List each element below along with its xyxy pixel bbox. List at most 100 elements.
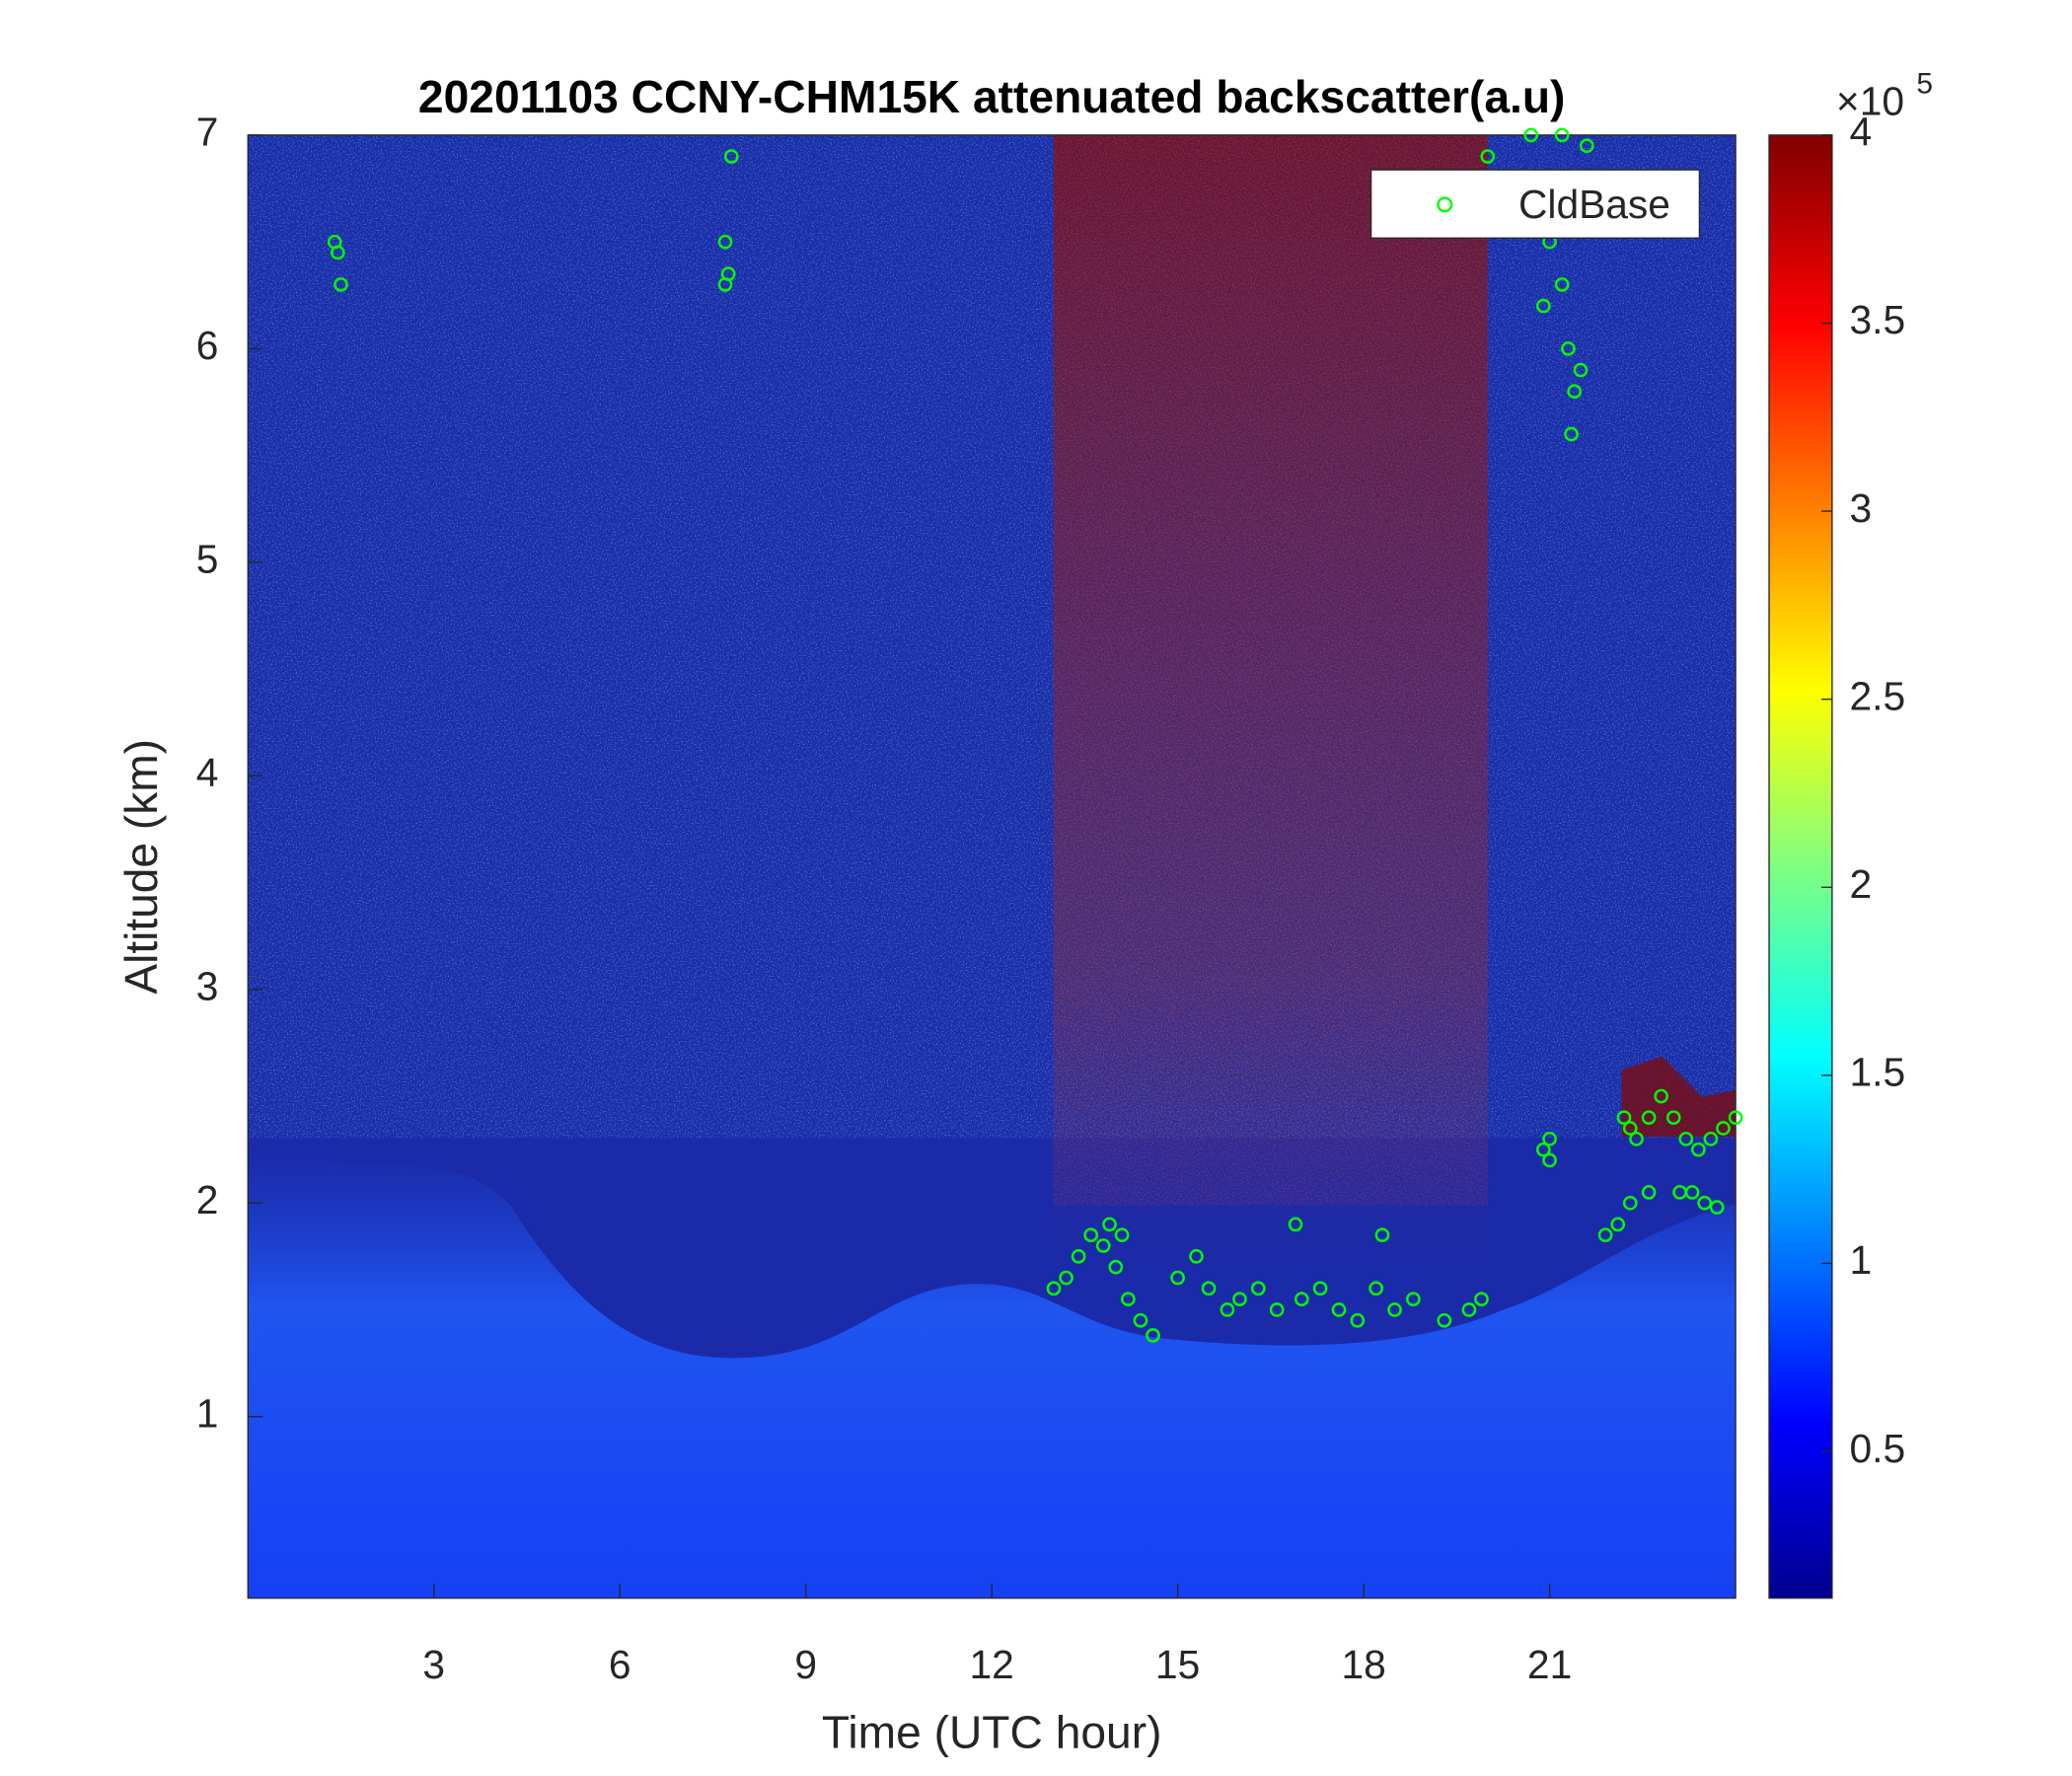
cloud-base-point	[1535, 1142, 1551, 1157]
x-axis-label: Time (UTC hour)	[822, 1707, 1162, 1758]
cloud-base-point	[1542, 1131, 1557, 1147]
cloud-base-point	[1331, 1302, 1347, 1317]
cloud-base-point	[1133, 1312, 1148, 1328]
cloud-base-point	[1387, 1302, 1402, 1317]
y-tick-label: 2	[196, 1177, 219, 1222]
cloud-base-point	[333, 277, 348, 292]
cloud-base-point	[1312, 1281, 1328, 1296]
cloud-base-point	[1059, 1270, 1073, 1286]
cloud-base-point	[1294, 1292, 1309, 1306]
x-tick-label: 3	[422, 1642, 445, 1687]
cloud-base-point	[717, 277, 733, 292]
legend-marker	[1437, 196, 1453, 213]
cloud-base-point	[1474, 1292, 1489, 1306]
legend-label: CldBase	[1518, 182, 1670, 227]
cloud-base-point	[1121, 1292, 1136, 1306]
x-tick-label: 12	[970, 1642, 1014, 1687]
cloud-base-point	[1374, 1227, 1390, 1243]
colorbar-tick-label: 3	[1850, 485, 1873, 531]
colorbar-tick-label: 0.5	[1850, 1426, 1906, 1471]
cloud-base-point	[1622, 1195, 1638, 1211]
cloud-base-point	[1622, 1121, 1638, 1136]
cloud-base-point	[1170, 1270, 1185, 1286]
cloud-base-point	[1678, 1131, 1694, 1147]
cloud-base-point	[1250, 1281, 1266, 1296]
cloud-base-point	[1554, 127, 1570, 143]
cloud-base-point	[1610, 1217, 1626, 1232]
x-tick-label: 15	[1155, 1642, 1200, 1687]
cloud-base-point	[1716, 1121, 1731, 1136]
cloud-base-point	[1480, 149, 1496, 164]
cloud-base-point	[717, 234, 733, 250]
colorbar-tick-label: 1.5	[1850, 1050, 1906, 1095]
cloud-base-point	[1269, 1302, 1285, 1317]
colorbar	[1768, 134, 1833, 1599]
cloud-base-point	[1728, 1110, 1743, 1125]
colorbar-multiplier: ×10	[1836, 79, 1904, 124]
colorbar-tick-label: 1	[1850, 1237, 1873, 1283]
y-tick-label: 4	[196, 750, 219, 795]
cloud-base-point	[1641, 1110, 1657, 1125]
cloud-base-point	[1579, 138, 1594, 154]
cloud-base-point	[1703, 1131, 1719, 1147]
colorbar-tick-label: 2.5	[1850, 673, 1906, 718]
cloud-base-point	[1561, 341, 1576, 356]
cloud-base-point	[1369, 1281, 1384, 1296]
cloud-base-point	[723, 149, 739, 164]
cloud-base-point	[1108, 1259, 1124, 1275]
cloud-base-point	[1437, 1312, 1452, 1328]
cloud-base-point	[1102, 1217, 1117, 1232]
cloud-base-point	[1564, 426, 1579, 442]
cloud-base-point	[1232, 1292, 1247, 1306]
cloud-base-point	[1046, 1281, 1062, 1296]
cloud-base-point	[1189, 1249, 1204, 1264]
chart-title: 20201103 CCNY-CHM15K attenuated backscat…	[418, 71, 1566, 122]
cloud-base-point	[1461, 1302, 1477, 1317]
y-tick-label: 6	[196, 323, 219, 368]
cloud-base-point	[1523, 127, 1539, 143]
cloud-base-point	[1071, 1249, 1086, 1264]
y-tick-label: 1	[196, 1391, 219, 1437]
cloud-base-point	[331, 245, 345, 260]
y-tick-label: 3	[196, 964, 219, 1009]
cloud-base-point	[1573, 362, 1589, 378]
cloud-base-point	[1567, 384, 1583, 399]
cloud-base-point	[1597, 1227, 1613, 1243]
cloud-base-point	[1554, 277, 1570, 292]
cloud-base-point	[1629, 1131, 1644, 1147]
cloud-base-point	[1535, 298, 1551, 314]
cloud-base-point	[1684, 1185, 1700, 1200]
cloud-base-point	[1697, 1195, 1712, 1211]
cloud-base-point	[1691, 1142, 1706, 1157]
cloud-base-point	[1201, 1281, 1217, 1296]
backscatter-field	[248, 134, 1737, 1598]
colorbar-tick-label: 4	[1850, 110, 1873, 155]
cloud-base-point	[1095, 1238, 1111, 1253]
cloud-base-point	[1220, 1302, 1235, 1317]
legend-box	[1369, 169, 1701, 239]
cloud-base-point	[1616, 1110, 1632, 1125]
cloud-base-point	[1665, 1110, 1681, 1125]
cloud-base-point	[1083, 1227, 1099, 1243]
cloud-base-point	[1542, 1152, 1557, 1168]
colorbar-axis: 0.5 1 1.5 2 2.5 3 3.5 4	[1820, 110, 1906, 1471]
cloud-base-point	[1146, 1328, 1160, 1343]
cloud-base-point	[1350, 1312, 1366, 1328]
cloud-base-points	[327, 127, 1743, 1343]
cloud-base-point	[1406, 1292, 1421, 1306]
colorbar-tick-label: 3.5	[1850, 297, 1906, 342]
x-tick-label: 6	[609, 1642, 631, 1687]
x-tick-label: 18	[1341, 1642, 1385, 1687]
cloud-base-point	[1654, 1088, 1669, 1104]
legend: CldBase	[1369, 169, 1701, 239]
cloud-base-point	[1709, 1200, 1725, 1215]
x-tick-label: 21	[1527, 1642, 1572, 1687]
cloud-base-point	[1641, 1185, 1657, 1200]
cloud-base-point	[1114, 1227, 1130, 1243]
cloud-base-point	[1288, 1217, 1303, 1232]
y-axis-label: Altitude (km)	[115, 739, 167, 995]
y-tick-label: 7	[196, 110, 219, 155]
